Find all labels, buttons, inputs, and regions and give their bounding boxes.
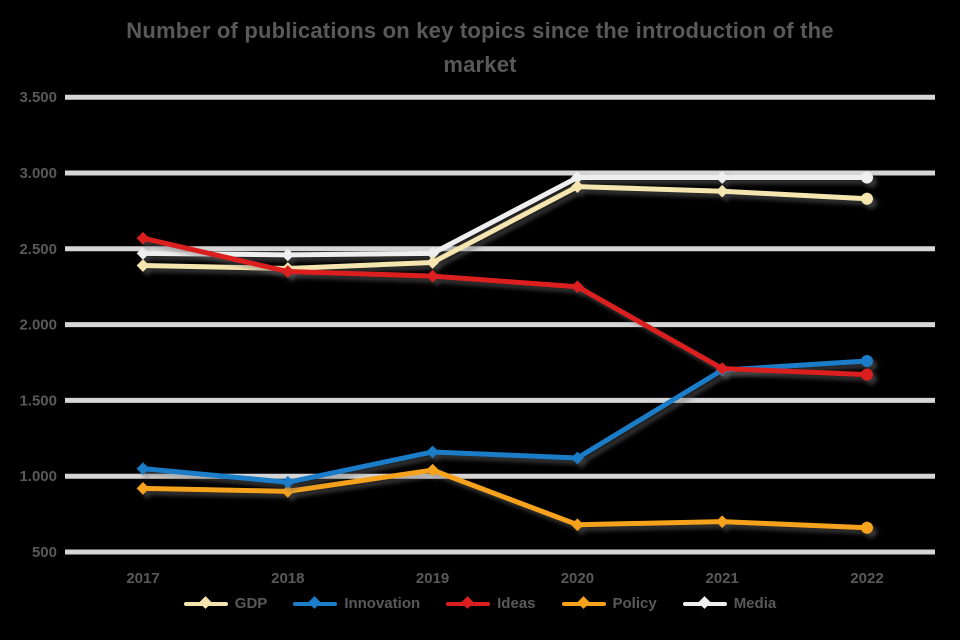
x-tick-label: 2019 [416, 570, 449, 587]
endpoint-marker [861, 354, 873, 367]
y-tick-label: 500 [32, 544, 57, 561]
chart-title-line2: market [443, 52, 517, 77]
series-line-media [140, 175, 870, 258]
legend-item-media: Media [682, 595, 777, 612]
endpoint-marker [861, 368, 873, 381]
y-axis-labels: 3.500 3.000 2.500 2.000 1.500 1.000 500 [19, 89, 57, 561]
series-line-policy [140, 467, 870, 531]
legend-label: GDP [234, 595, 268, 612]
data-point-marker [426, 463, 439, 477]
legend-item-ideas: Ideas [446, 595, 536, 612]
y-tick-label: 3.000 [19, 165, 57, 182]
data-point-marker [426, 445, 439, 459]
x-tick-label: 2021 [706, 570, 739, 587]
data-point-marker [281, 484, 295, 498]
data-point-marker [136, 259, 150, 272]
legend-marker-diamond-icon [697, 596, 711, 609]
data-point-marker [136, 231, 150, 245]
y-tick-label: 1.500 [19, 392, 57, 409]
series-line-innovation [140, 358, 870, 485]
legend-label: Ideas [497, 595, 536, 612]
endpoint-marker [861, 171, 873, 184]
data-point-marker [136, 462, 150, 475]
legend-item-gdp: GDP [183, 595, 268, 612]
chart-legend: GDP Innovation Ideas Policy Media [0, 596, 960, 612]
data-point-marker [715, 184, 729, 198]
data-point-marker [571, 518, 584, 532]
legend-marker-diamond-icon [576, 596, 590, 609]
data-point-marker [426, 269, 439, 283]
data-point-marker [136, 481, 150, 495]
data-point-marker [715, 515, 729, 529]
x-tick-label: 2020 [561, 570, 594, 587]
legend-swatch-policy-icon [561, 596, 606, 609]
data-point-marker [426, 256, 439, 269]
y-tick-label: 3.500 [19, 89, 57, 106]
endpoint-marker [861, 521, 873, 534]
legend-swatch-gdp-icon [183, 596, 228, 609]
y-tick-label: 2.000 [19, 317, 57, 334]
legend-marker-diamond-icon [461, 596, 475, 609]
x-tick-label: 2022 [850, 570, 883, 587]
x-axis-labels: 2017 2018 2019 2020 2021 2022 [126, 570, 883, 587]
chart-title-line1: Number of publications on key topics sin… [126, 18, 834, 43]
series-root [136, 171, 874, 535]
series-line-ideas [140, 235, 870, 378]
endpoint-marker [861, 192, 873, 205]
y-tick-label: 2.500 [19, 241, 57, 258]
chart-title: Number of publications on key topics sin… [0, 14, 960, 82]
gridlines-group [65, 94, 935, 555]
legend-swatch-media-icon [682, 596, 727, 609]
legend-label: Innovation [344, 595, 421, 612]
legend-swatch-innovation-icon [293, 596, 338, 609]
series-innovation [136, 354, 874, 489]
legend-marker-diamond-icon [198, 596, 212, 609]
data-point-marker [281, 265, 295, 278]
legend-marker-diamond-icon [308, 596, 322, 609]
x-tick-label: 2018 [271, 570, 304, 587]
data-point-marker [281, 475, 295, 489]
x-tick-label: 2017 [126, 570, 159, 587]
data-point-marker [281, 248, 295, 262]
legend-item-innovation: Innovation [293, 596, 420, 612]
legend-label: Media [733, 595, 777, 612]
data-point-marker [136, 246, 150, 260]
legend-item-policy: Policy [561, 595, 657, 612]
legend-label: Policy [612, 595, 657, 612]
legend-swatch-ideas-icon [446, 596, 491, 609]
y-tick-label: 1.000 [19, 468, 57, 485]
data-point-marker [426, 246, 439, 260]
